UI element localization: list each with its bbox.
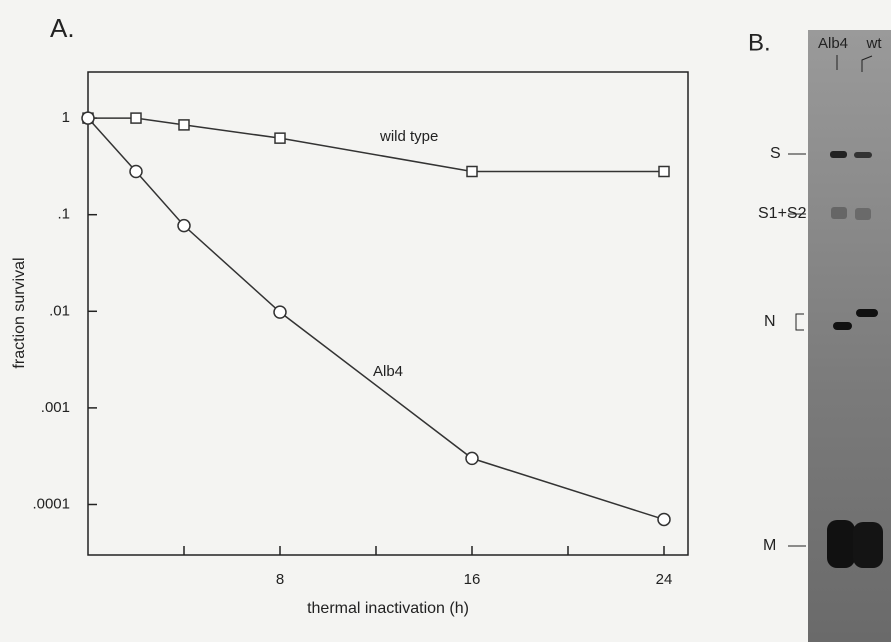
panel-label: A. xyxy=(50,13,75,43)
x-tick-label: 24 xyxy=(656,571,673,588)
band-label: M xyxy=(763,537,776,554)
marker xyxy=(467,166,477,176)
marker xyxy=(274,306,286,318)
band-label: S xyxy=(770,145,781,162)
lane-label: Alb4 xyxy=(818,35,848,52)
band xyxy=(830,151,847,158)
marker xyxy=(658,513,670,525)
y-tick-label: .001 xyxy=(41,399,70,416)
band-bracket xyxy=(796,314,804,330)
band xyxy=(853,522,883,568)
y-axis-label: fraction survival xyxy=(11,257,28,368)
marker xyxy=(275,133,285,143)
series-line xyxy=(88,118,664,171)
marker xyxy=(131,113,141,123)
band xyxy=(854,152,872,158)
band-label: N xyxy=(764,313,776,330)
series-label: Alb4 xyxy=(373,363,403,380)
band xyxy=(833,322,852,330)
series-label: wild type xyxy=(379,128,438,145)
marker xyxy=(466,452,478,464)
y-tick-label: .1 xyxy=(57,206,70,223)
band xyxy=(831,207,847,219)
marker xyxy=(130,165,142,177)
x-axis-label: thermal inactivation (h) xyxy=(307,600,469,617)
gel-panel: B. Alb4 wt S S1+S2 N M xyxy=(748,29,891,642)
band xyxy=(855,208,871,220)
band xyxy=(827,520,855,568)
y-tick-label: .0001 xyxy=(32,495,70,512)
marker xyxy=(82,112,94,124)
lane-label: wt xyxy=(866,35,883,52)
band xyxy=(856,309,878,317)
y-tick-label: .01 xyxy=(49,302,70,319)
figure: A. thermal inactivation (h) fraction sur… xyxy=(0,0,891,642)
marker xyxy=(179,120,189,130)
x-tick-label: 16 xyxy=(464,571,481,588)
series-line xyxy=(88,118,664,519)
marker xyxy=(659,166,669,176)
x-tick-label: 8 xyxy=(276,571,284,588)
marker xyxy=(178,220,190,232)
panel-label: B. xyxy=(748,29,771,56)
y-tick-label: 1 xyxy=(62,109,70,126)
